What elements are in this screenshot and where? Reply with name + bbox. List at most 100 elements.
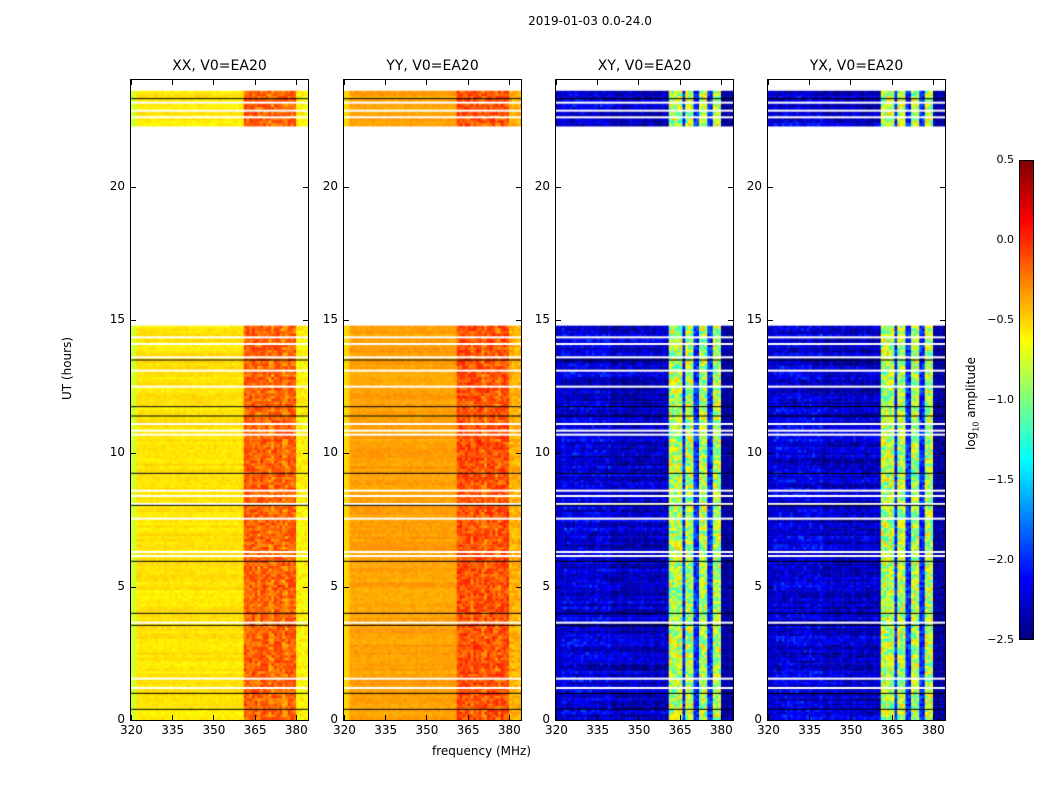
x-tick-label: 335 [798,723,822,737]
x-tick [768,715,769,720]
y-tick [728,720,733,721]
panel-xx: XX, V0=EA20 320 335 350 365 380 0 5 10 15 20 [110,58,309,737]
y-tick [516,186,521,188]
y-tick [768,720,773,721]
x-tick [172,80,174,85]
y-tick [940,320,945,321]
y-tick [344,453,349,455]
x-tick-label: 365 [668,723,692,737]
y-tick-label: 20 [322,178,338,193]
x-axis-label: frequency (MHz) [432,744,532,758]
colorbar-tick-label: −1.5 [987,473,1014,486]
x-tick-label: 380 [284,723,308,737]
y-tick [344,720,349,721]
heatmap [131,80,308,720]
y-tick [940,586,945,588]
y-tick [940,453,945,455]
y-tick [556,186,561,188]
y-tick [303,186,308,188]
x-tick-label: 380 [709,723,733,737]
y-tick-label: 10 [322,445,338,460]
x-tick [932,80,934,85]
x-tick [385,715,387,720]
y-tick [516,586,521,588]
x-tick [426,715,428,720]
colorbar-label: log10 amplitude [964,357,981,450]
x-tick [809,80,811,85]
x-tick [213,715,215,720]
colorbar-tick-label: −2.0 [987,553,1014,566]
x-tick-label: 380 [497,723,521,737]
colorbar-tick-label: −0.5 [987,313,1014,326]
y-tick-label: 0 [330,712,338,726]
x-tick [254,80,256,85]
x-tick [254,715,256,720]
x-tick-label: 350 [839,723,863,737]
x-tick-label: 320 [333,723,356,737]
y-tick-label: 5 [754,578,762,593]
panel-yx: YX, V0=EA20 320 335 350 365 380 0 5 10 15 20 [747,58,946,737]
y-tick [131,586,136,588]
y-tick-label: 5 [117,578,125,593]
x-tick [508,80,510,85]
heatmap [556,80,733,720]
x-tick [891,80,893,85]
y-tick [344,586,349,588]
panel-title: YY, V0=EA20 [386,58,479,74]
y-tick [556,586,561,588]
y-tick [556,720,561,721]
y-tick [303,586,308,588]
y-tick-label: 20 [109,178,125,193]
heatmap [768,80,945,720]
y-tick [516,720,521,721]
x-tick-label: 350 [415,723,439,737]
x-tick-label: 365 [456,723,480,737]
x-tick [426,80,428,85]
colorbar-tick-label: 0.0 [996,233,1015,246]
colorbar-tick-label: 0.5 [996,153,1015,166]
x-tick-label: 320 [120,723,143,737]
y-tick [516,320,521,321]
panel-title: XY, V0=EA20 [597,58,692,74]
y-tick [728,186,733,188]
panel-title: XX, V0=EA20 [172,58,267,74]
x-tick [556,715,557,720]
y-tick [768,320,773,321]
y-tick [940,720,945,721]
x-tick-label: 350 [202,723,226,737]
x-tick [508,715,510,720]
colorbar-tick-label: −2.5 [987,633,1014,646]
x-tick [556,80,557,85]
y-tick-label: 5 [330,578,338,593]
x-tick-label: 380 [921,723,945,737]
x-tick [597,715,599,720]
y-tick [516,453,521,455]
x-tick [295,715,297,720]
y-tick-label: 15 [109,312,125,326]
panel-xy: XY, V0=EA20 320 335 350 365 380 0 5 10 15 20 [535,58,734,737]
y-tick [344,186,349,188]
x-tick [679,80,681,85]
x-tick [891,715,893,720]
y-tick-label: 15 [534,312,550,326]
x-tick-label: 320 [757,723,780,737]
x-tick [295,80,297,85]
x-tick [768,80,769,85]
x-tick [467,715,469,720]
y-tick [768,186,773,188]
x-tick [344,80,345,85]
y-tick-label: 0 [754,712,762,726]
heatmap [344,80,521,720]
x-tick-label: 320 [545,723,568,737]
x-tick [172,715,174,720]
y-tick [344,320,349,321]
x-tick [638,80,640,85]
x-tick [638,715,640,720]
x-tick [131,715,132,720]
colorbar [1019,160,1034,640]
y-tick-label: 0 [542,712,550,726]
x-tick [679,715,681,720]
x-tick [720,715,722,720]
x-tick [850,80,852,85]
